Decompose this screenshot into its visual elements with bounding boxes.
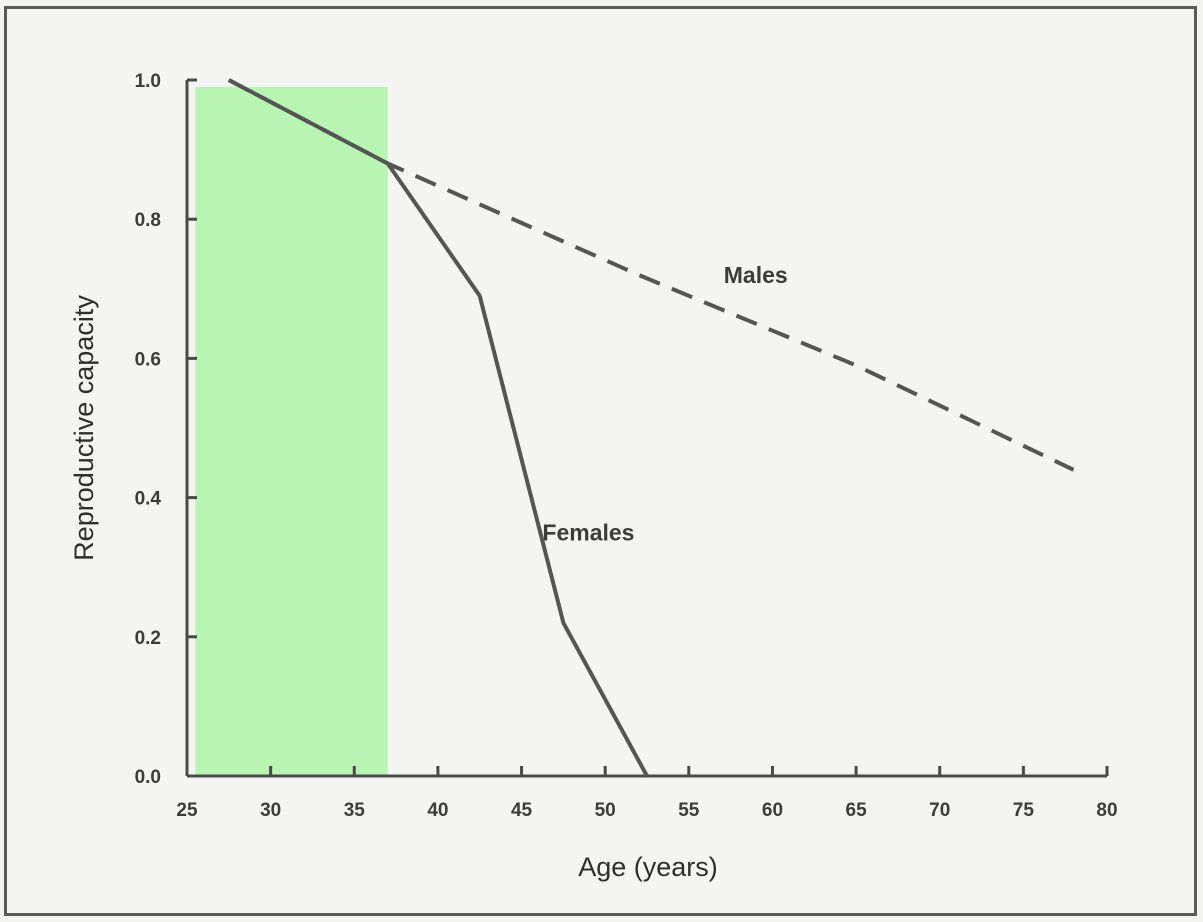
x-tick-label: 60 xyxy=(762,800,783,821)
axes: 25 30 35 40 45 50 55 60 65 70 75 80 0.0 0.2 0.4 0.6 0.8 1… xyxy=(135,71,1118,821)
series-line-females xyxy=(227,78,649,777)
x-tick-label: 40 xyxy=(427,800,448,821)
y-axis-title: Reproductive capacity xyxy=(69,295,99,561)
y-tick-label: 0.4 xyxy=(135,489,162,510)
y-tick-label: 0.0 xyxy=(135,767,161,788)
y-tick-label: 0.2 xyxy=(135,628,161,649)
series-label-females: Females xyxy=(542,519,634,545)
x-tick-label: 75 xyxy=(1013,800,1035,821)
series-label-males: Males xyxy=(724,262,788,288)
highlight-band xyxy=(195,86,388,776)
y-tick-label: 0.6 xyxy=(135,349,161,370)
x-tick-label: 35 xyxy=(344,800,366,821)
series-layer xyxy=(227,78,1075,777)
highlight-layer xyxy=(195,86,388,776)
x-tick-label: 30 xyxy=(260,800,281,821)
x-tick-label: 25 xyxy=(176,800,198,821)
x-tick-label: 50 xyxy=(595,800,616,821)
x-axis-title: Age (years) xyxy=(578,852,718,882)
x-tick-label: 80 xyxy=(1096,800,1117,821)
x-tick-label: 55 xyxy=(678,800,700,821)
x-tick-label: 45 xyxy=(511,800,533,821)
x-tick-label: 70 xyxy=(929,800,950,821)
y-tick-label: 0.8 xyxy=(135,210,161,231)
y-tick-label: 1.0 xyxy=(135,71,161,92)
x-tick-label: 65 xyxy=(846,800,868,821)
labels-layer: Males Females xyxy=(542,262,787,546)
